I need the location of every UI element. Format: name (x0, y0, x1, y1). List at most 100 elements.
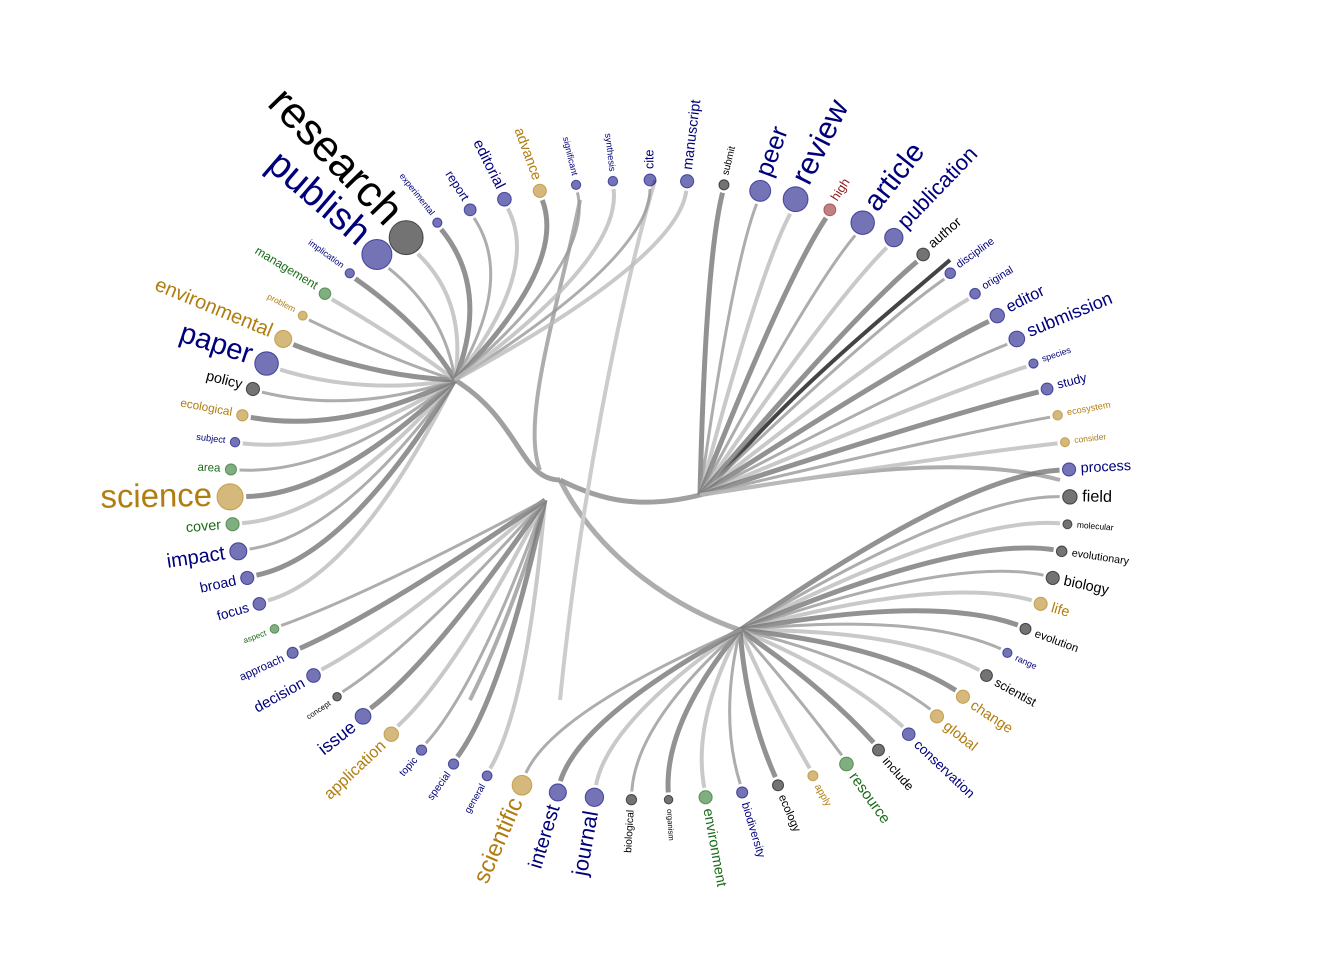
node-label: aspect (242, 628, 268, 645)
edge (698, 246, 889, 497)
edge (665, 628, 742, 793)
edge (739, 628, 932, 711)
bundle (703, 258, 952, 497)
node-label: organism (665, 809, 676, 841)
node-circle (1033, 596, 1048, 611)
edge (698, 319, 990, 498)
node-label: issue (314, 717, 360, 759)
node-label: species (1040, 345, 1072, 364)
node-label: policy (204, 368, 244, 393)
edge (368, 498, 548, 711)
node-label: advance (511, 126, 545, 183)
edge (739, 608, 1019, 633)
node-circle (680, 174, 695, 189)
bundle (558, 477, 701, 505)
node-circle (1008, 330, 1026, 348)
node-label: apply (812, 782, 833, 808)
edge (698, 259, 919, 497)
edge (594, 628, 742, 786)
edge (454, 188, 652, 382)
edge (557, 627, 742, 782)
edge (320, 498, 547, 672)
node-label: consider (1074, 431, 1107, 445)
node-label: global (940, 718, 980, 754)
node-circle (1062, 489, 1078, 505)
node-circle (1019, 622, 1032, 635)
node-circle (463, 203, 477, 217)
edge (699, 441, 1058, 497)
node-label: ecosystem (1066, 399, 1111, 417)
node-circle (718, 179, 730, 191)
edge (246, 378, 457, 500)
node-circle (625, 794, 638, 806)
edge (424, 499, 547, 745)
node-circle (415, 744, 428, 756)
node-circle (1059, 437, 1070, 448)
node-label: evolution (1033, 628, 1080, 655)
node-label: management (253, 243, 322, 292)
edge (728, 629, 742, 785)
node-label: author (925, 214, 964, 251)
node-label: cite (642, 150, 656, 170)
node-label: journal (567, 809, 603, 879)
node-label: special (426, 770, 454, 803)
node-label: editorial (469, 137, 508, 192)
edge (396, 499, 547, 728)
edges (239, 179, 1061, 793)
node-circle (274, 329, 293, 349)
node-circle (306, 668, 321, 683)
edge (416, 252, 460, 381)
node-circle (1061, 462, 1077, 477)
node-circle (497, 191, 512, 207)
node-circle (1052, 410, 1063, 421)
node-circle (532, 183, 547, 198)
node-circle (955, 689, 971, 704)
edge (739, 569, 1044, 632)
edge (737, 629, 778, 779)
node-label: area (197, 462, 221, 475)
node-label: evolutionary (1071, 547, 1130, 567)
edge (298, 497, 547, 651)
edge (387, 267, 457, 381)
edge (739, 622, 1002, 651)
edge (261, 378, 456, 403)
edge (292, 342, 456, 383)
node-circle (511, 774, 533, 796)
node-circle (1062, 519, 1073, 530)
node-label: interest (525, 802, 565, 871)
node-circle (884, 227, 904, 248)
node-label: discipline (954, 235, 997, 270)
node-label: science (100, 476, 212, 515)
node-label: subject (196, 432, 227, 445)
edge (739, 627, 981, 672)
node-circle (850, 210, 875, 235)
edge (699, 629, 742, 789)
edge (738, 627, 876, 745)
node-label: cover (185, 517, 222, 536)
node-circle (236, 409, 249, 422)
edge (739, 545, 1054, 633)
node-label: process (1080, 458, 1131, 476)
node-label: problem (266, 291, 298, 314)
edge (697, 216, 829, 496)
edge (280, 498, 546, 628)
node-label: ecological (179, 396, 233, 419)
edge (455, 499, 548, 759)
edge (698, 234, 857, 496)
node-circle (839, 756, 854, 772)
edge (739, 495, 1060, 632)
node-label: original (980, 264, 1016, 292)
edge (453, 188, 616, 382)
edge (697, 192, 725, 496)
node-circle (643, 173, 657, 187)
edge (699, 415, 1051, 497)
edge (698, 203, 759, 496)
edge (488, 499, 547, 770)
node-label: broad (198, 573, 237, 596)
node-circle (252, 597, 267, 611)
edge (279, 367, 456, 388)
edge (739, 628, 905, 729)
edge (249, 379, 457, 551)
node-label: study (1056, 370, 1089, 391)
